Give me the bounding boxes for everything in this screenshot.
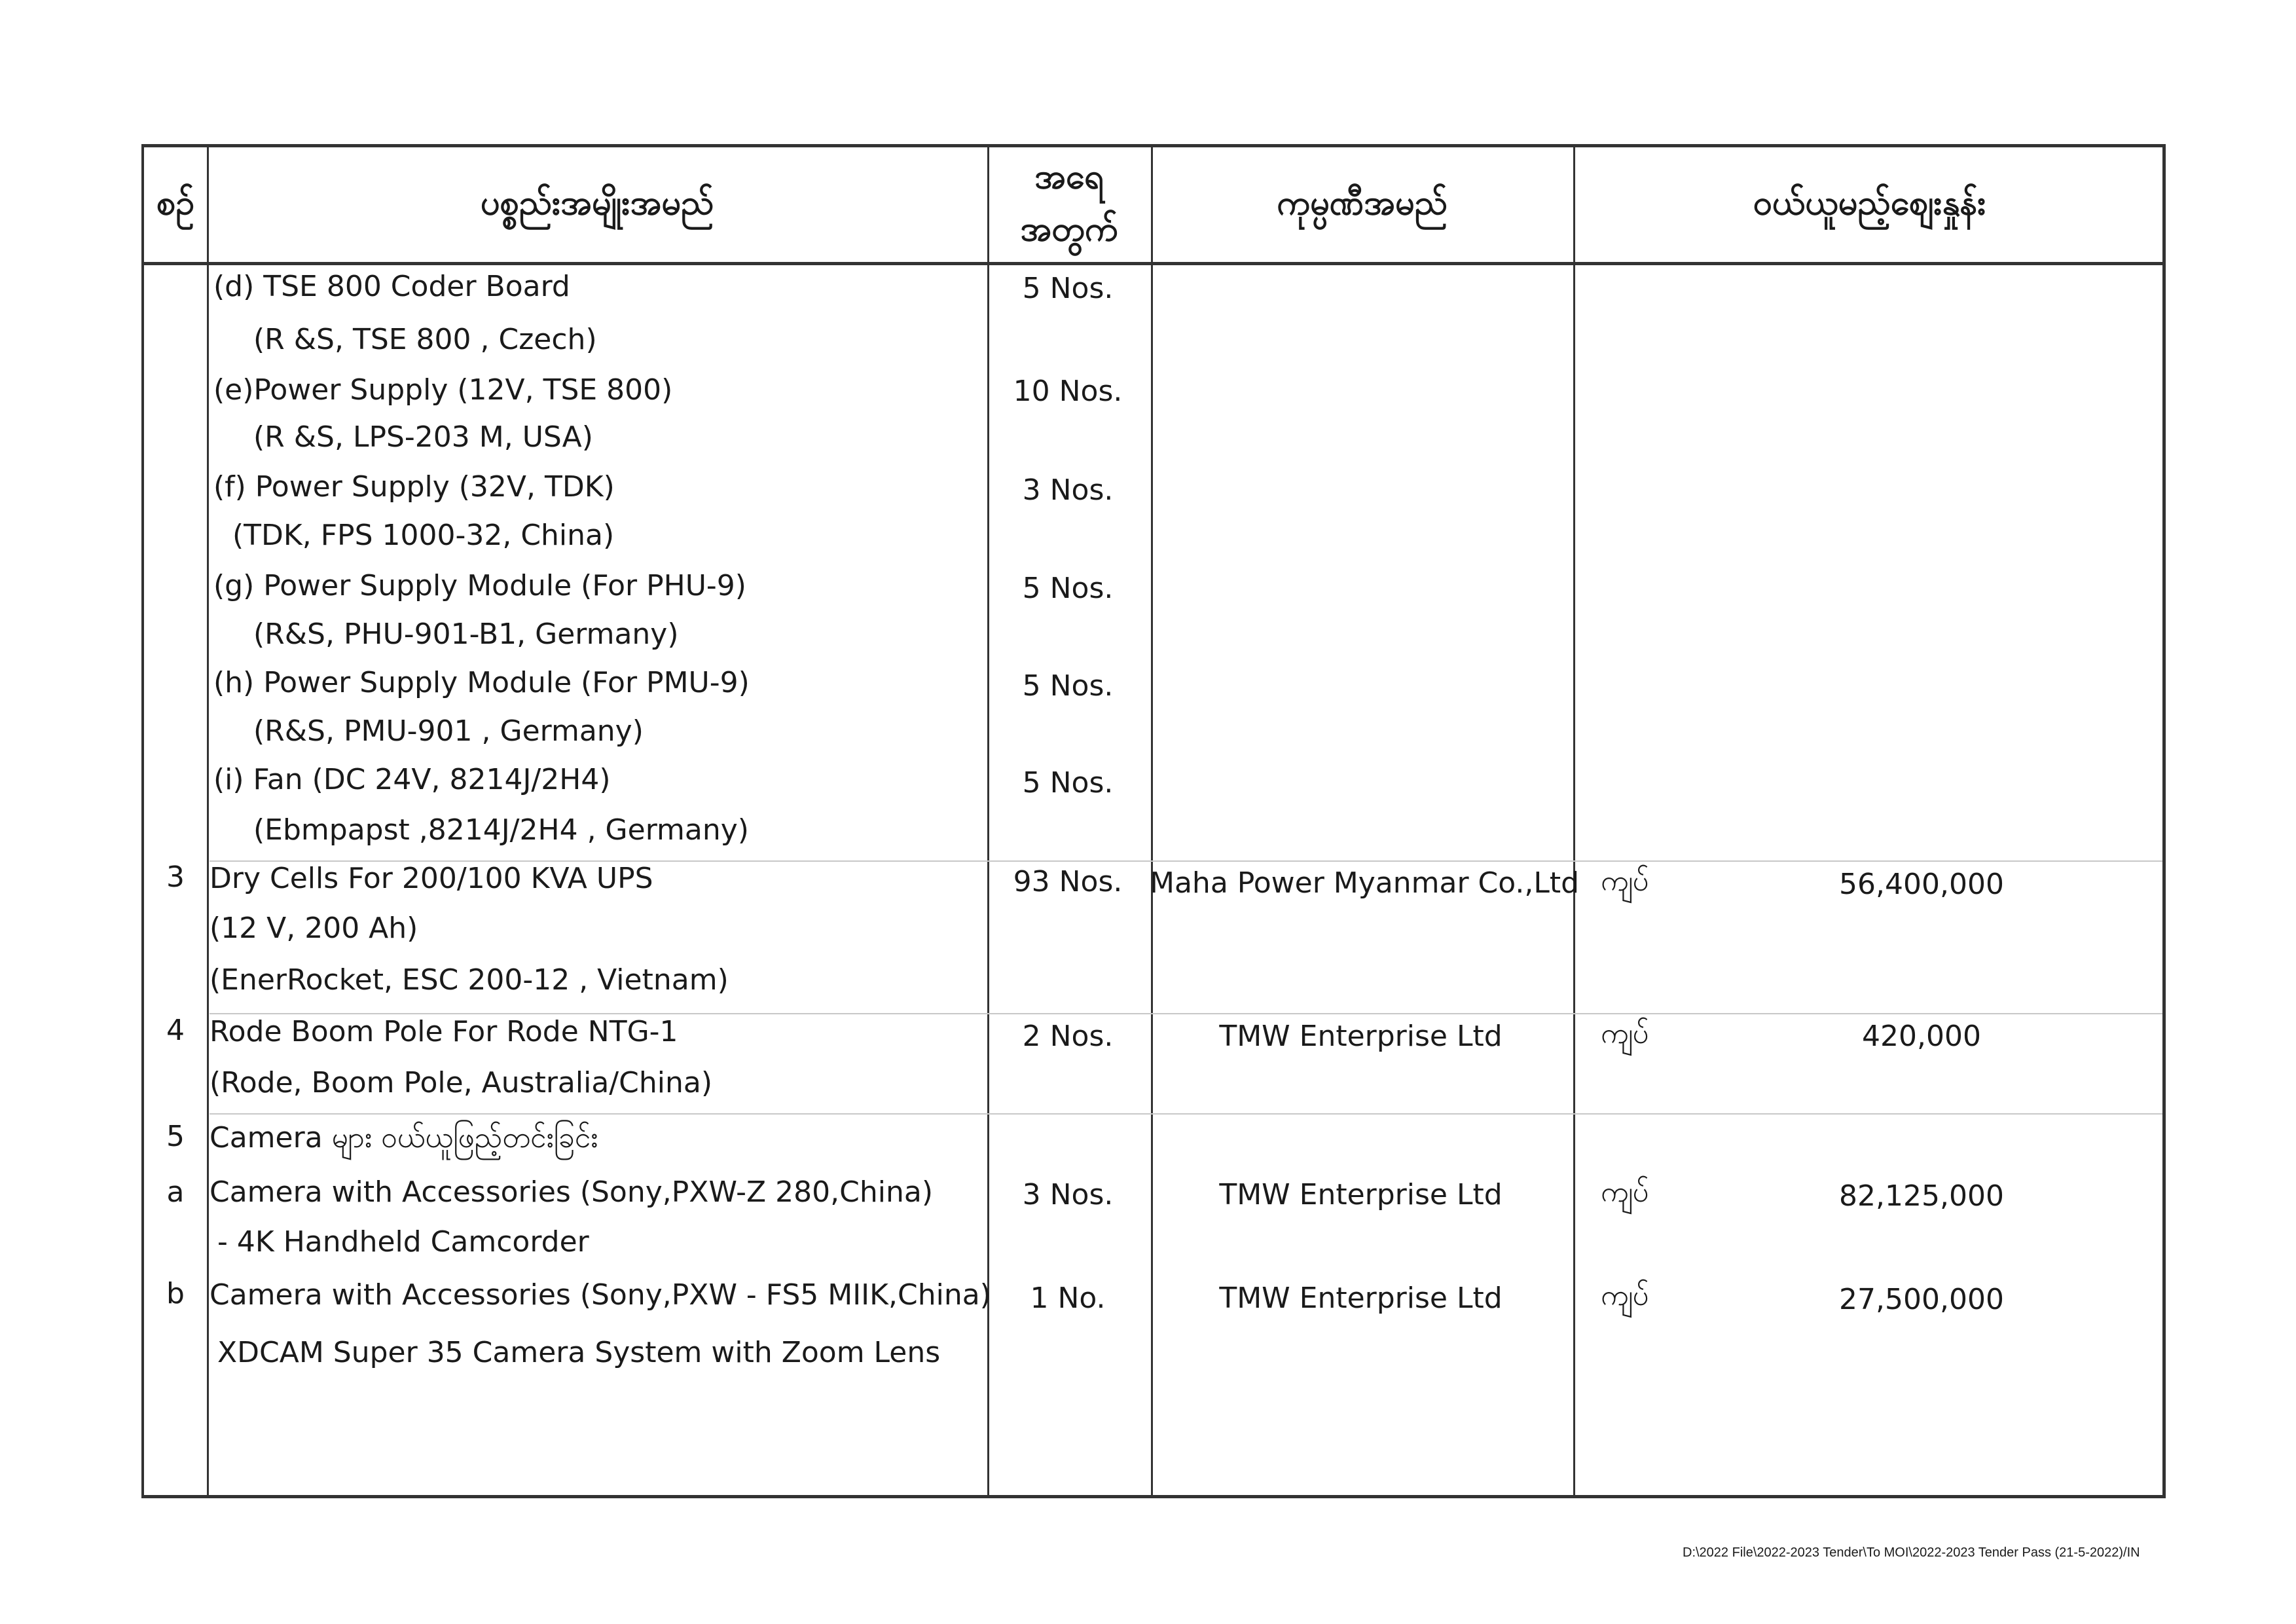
quantity: 3 Nos. <box>1022 1178 1114 1211</box>
company-name: TMW Enterprise Ltd <box>1219 1020 1503 1053</box>
item-line: (f) Power Supply (32V, TDK) <box>213 470 615 504</box>
item-line: Camera with Accessories (Sony,PXW-Z 280,… <box>210 1175 933 1209</box>
item-line: Camera with Accessories (Sony,PXW - FS5 … <box>210 1278 991 1312</box>
item-line: Dry Cells For 200/100 KVA UPS <box>210 862 653 895</box>
quantity: 2 Nos. <box>1022 1020 1114 1053</box>
item-line: (EnerRocket, ESC 200-12 , Vietnam) <box>210 963 729 997</box>
col-divider <box>1151 147 1153 1495</box>
quantity: 5 Nos. <box>1022 669 1114 703</box>
price: 56,400,000 <box>1839 868 2004 901</box>
item-line: (R&S, PMU-901 , Germany) <box>253 714 644 748</box>
row-number: 5 <box>166 1120 185 1153</box>
item-line: XDCAM Super 35 Camera System with Zoom L… <box>217 1336 941 1369</box>
row-divider <box>210 860 2162 862</box>
col-divider <box>207 147 209 1495</box>
item-line: (R&S, PHU-901-B1, Germany) <box>253 618 679 651</box>
row-divider <box>210 1113 2162 1115</box>
company-name: TMW Enterprise Ltd <box>1219 1282 1503 1315</box>
quantity: 5 Nos. <box>1022 572 1114 605</box>
header-no: စဉ် <box>156 183 195 223</box>
item-line: (g) Power Supply Module (For PHU-9) <box>213 569 746 602</box>
item-line: (Ebmpapst ,8214J/2H4 , Germany) <box>253 813 749 847</box>
price: 420,000 <box>1862 1020 1981 1053</box>
quantity: 5 Nos. <box>1022 766 1114 800</box>
item-line: (R &S, LPS-203 M, USA) <box>253 420 593 454</box>
quantity: 10 Nos. <box>1013 375 1123 408</box>
item-line: - 4K Handheld Camcorder <box>217 1225 589 1259</box>
quantity: 5 Nos. <box>1022 272 1114 305</box>
row-number: b <box>166 1277 185 1310</box>
header-company: ကုမ္ပဏီအမည် <box>1277 183 1448 223</box>
item-line: (d) TSE 800 Coder Board <box>213 270 570 303</box>
item-line: (h) Power Supply Module (For PMU-9) <box>213 666 750 699</box>
currency: ကျပ် <box>1601 864 1649 898</box>
item-line: (Rode, Boom Pole, Australia/China) <box>210 1066 712 1099</box>
row-number: 4 <box>166 1014 185 1047</box>
col-divider <box>1573 147 1575 1495</box>
quantity: 93 Nos. <box>1013 865 1123 898</box>
item-line: (TDK, FPS 1000-32, China) <box>232 519 615 552</box>
row-divider <box>210 1013 2162 1014</box>
row-number: 3 <box>166 860 185 894</box>
header-qty-2: အတွက် <box>1020 210 1118 249</box>
item-line: Rode Boom Pole For Rode NTG-1 <box>210 1015 678 1048</box>
col-divider <box>987 147 989 1495</box>
item-line: (e)Power Supply (12V, TSE 800) <box>213 373 673 407</box>
price: 27,500,000 <box>1839 1283 2004 1316</box>
tender-table: စဉ် ပစ္စည်းအမျိုးအမည် အရေ အတွက် ကုမ္ပဏီအ… <box>141 144 2166 1498</box>
header-qty-1: အရေ <box>1034 157 1104 196</box>
header-item: ပစ္စည်းအမျိုးအမည် <box>480 183 714 223</box>
row-number: a <box>166 1175 185 1209</box>
currency: ကျပ် <box>1601 1279 1649 1312</box>
item-line: (R &S, TSE 800 , Czech) <box>253 323 597 356</box>
quantity: 3 Nos. <box>1022 473 1114 507</box>
currency: ကျပ် <box>1601 1175 1649 1209</box>
header-price: ဝယ်ယူမည့်စျေးနှုန်း <box>1753 183 1986 223</box>
currency: ကျပ် <box>1601 1017 1649 1050</box>
company-name: Maha Power Myanmar Co.,Ltd <box>1150 866 1580 900</box>
company-name: TMW Enterprise Ltd <box>1219 1178 1503 1211</box>
file-path-footer: D:\2022 File\2022-2023 Tender\To MOI\202… <box>1683 1545 2140 1560</box>
price: 82,125,000 <box>1839 1179 2004 1213</box>
quantity: 1 No. <box>1030 1282 1106 1315</box>
item-line: (12 V, 200 Ah) <box>210 912 418 945</box>
header-divider <box>144 262 2162 265</box>
item-line: (i) Fan (DC 24V, 8214J/2H4) <box>213 763 611 796</box>
item-line: Camera များ ဝယ်ယူဖြည့်တင်းခြင်း <box>210 1121 598 1154</box>
